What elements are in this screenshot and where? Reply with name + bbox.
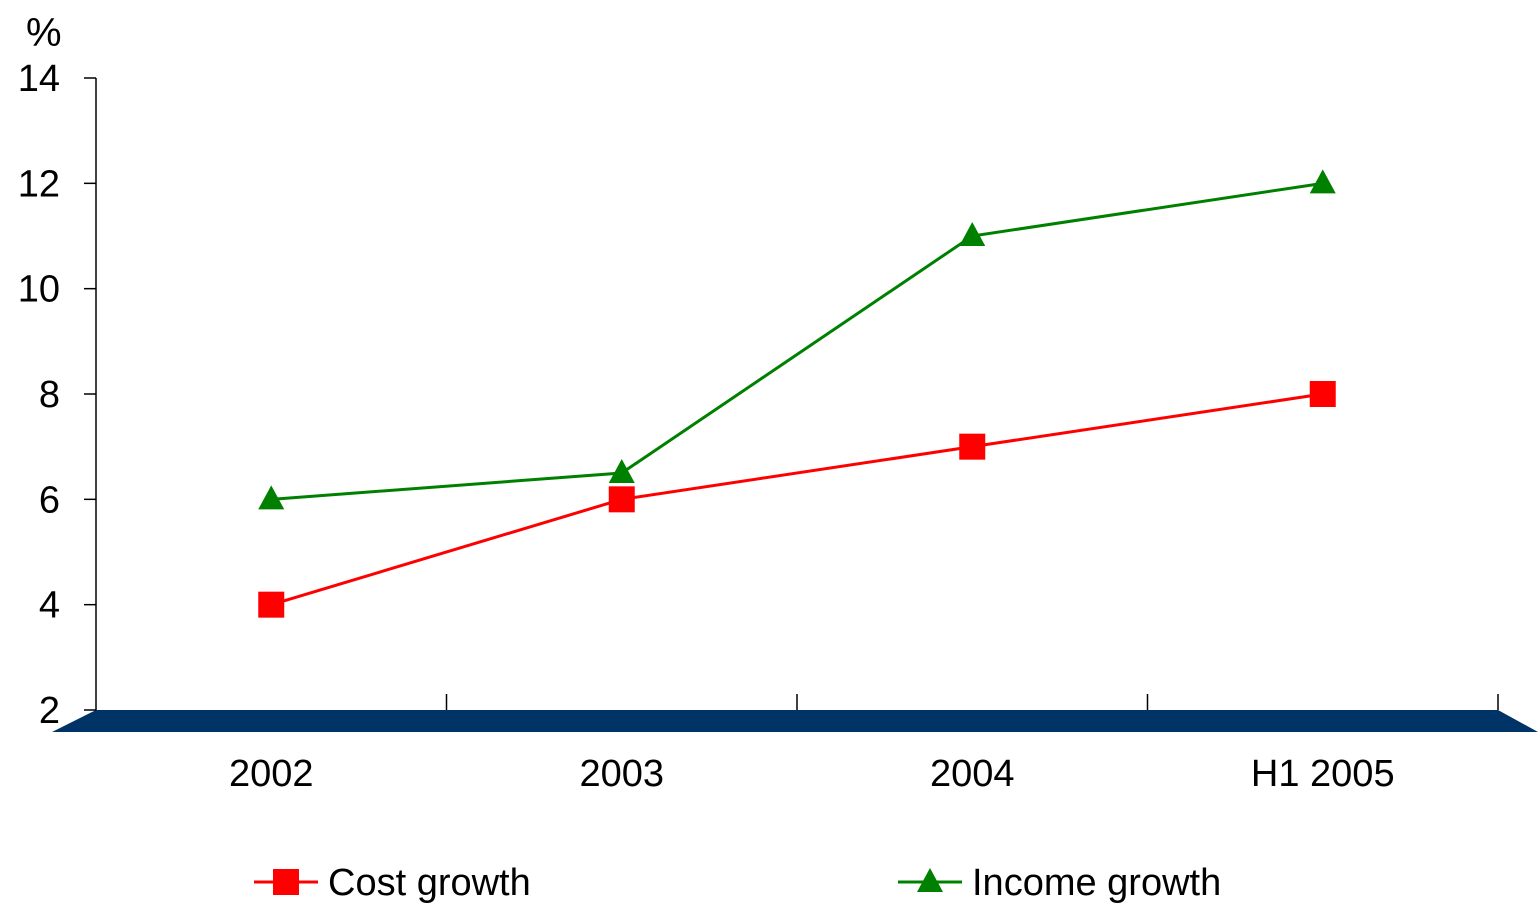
- data-point: [258, 591, 285, 618]
- data-point: [608, 459, 635, 483]
- data-point: [1309, 381, 1336, 407]
- x-tick-label: H1 2005: [1251, 753, 1395, 795]
- axes: [84, 77, 1499, 711]
- y-tick-label: 2: [39, 690, 60, 732]
- x-tick-label: 2004: [930, 753, 1015, 795]
- y-tick-label: 12: [18, 163, 60, 205]
- legend-item: Cost growth: [254, 862, 531, 904]
- y-unit-label: %: [26, 11, 62, 55]
- series: [258, 169, 1336, 618]
- legend-item: Income growth: [898, 862, 1221, 904]
- data-point: [258, 485, 285, 510]
- y-tick-label: 10: [18, 269, 60, 311]
- data-point: [1309, 169, 1336, 194]
- labels: 2 4 6 8 10 12 14% 2002 2003 2004 H1 2005: [18, 11, 1395, 795]
- data-point: [959, 222, 986, 246]
- legend-marker: [917, 868, 943, 892]
- y-tick-label: 6: [39, 479, 60, 521]
- series-cost-growth: [258, 381, 1336, 618]
- legend-marker: [273, 869, 299, 895]
- y-tick-label: 4: [39, 585, 60, 627]
- floor-band: [52, 710, 1538, 732]
- legend-label: Income growth: [972, 862, 1221, 904]
- x-tick-label: 2003: [579, 753, 664, 795]
- series-line: [271, 181, 1323, 501]
- y-tick-label: 8: [39, 374, 60, 416]
- series-line: [270, 392, 1323, 607]
- legend: Cost growth Income growth: [254, 862, 1221, 904]
- y-tick-label: 14: [18, 58, 60, 100]
- x-tick-label: 2002: [229, 753, 314, 795]
- data-point: [959, 433, 986, 460]
- series-income-growth: [258, 169, 1336, 510]
- chart-floor: [52, 710, 1538, 732]
- data-point: [608, 486, 635, 513]
- legend-label: Cost growth: [328, 862, 531, 904]
